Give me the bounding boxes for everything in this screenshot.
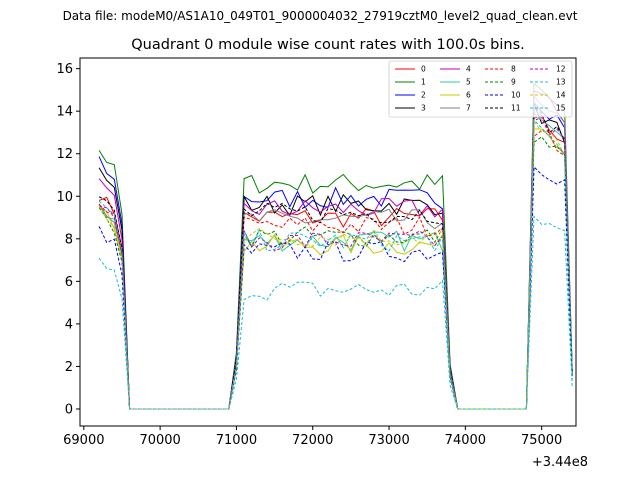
y-tick-label: 10 <box>56 190 73 205</box>
series-line-5 <box>98 111 573 410</box>
x-tick-label: 72000 <box>292 433 333 448</box>
series-line-6 <box>98 128 573 410</box>
x-offset-label: +3.44e8 <box>532 455 588 470</box>
legend-label-15: 15 <box>556 104 566 113</box>
axis-ticks: 69000 70000 71000 72000 73000 74000 75000 0 2 4 6 8… <box>56 62 562 448</box>
legend-label-2: 2 <box>421 91 426 100</box>
series-line-4 <box>98 90 573 410</box>
series-line-10 <box>98 165 573 410</box>
series-line-0 <box>98 114 573 410</box>
plot-area <box>98 82 573 410</box>
legend-label-3: 3 <box>421 104 426 113</box>
y-tick-label: 2 <box>65 360 73 375</box>
x-tick-label: 73000 <box>368 433 409 448</box>
series-line-15 <box>98 118 573 410</box>
x-tick-label: 71000 <box>216 433 257 448</box>
legend-label-11: 11 <box>511 104 521 113</box>
legend-label-13: 13 <box>556 78 566 87</box>
legend-label-5: 5 <box>466 78 471 87</box>
legend-label-12: 12 <box>556 65 566 74</box>
y-tick-label: 4 <box>65 317 73 332</box>
y-tick-label: 16 <box>56 62 73 77</box>
series-line-7 <box>98 94 573 410</box>
legend-label-8: 8 <box>511 65 516 74</box>
axes-frame <box>79 57 577 427</box>
suptitle: Data file: modeM0/AS1A10_049T01_90000040… <box>63 9 578 23</box>
y-tick-label: 8 <box>65 232 73 247</box>
legend-label-0: 0 <box>421 65 426 74</box>
y-tick-label: 14 <box>56 105 73 120</box>
y-tick-label: 6 <box>65 275 73 290</box>
series-line-3 <box>98 103 573 410</box>
legend-label-9: 9 <box>511 78 516 87</box>
legend-label-1: 1 <box>421 78 426 87</box>
x-tick-label: 75000 <box>521 433 562 448</box>
x-tick-label: 69000 <box>63 433 104 448</box>
series-line-9 <box>98 136 573 410</box>
series-line-11 <box>98 106 573 410</box>
x-tick-label: 70000 <box>139 433 180 448</box>
legend-label-6: 6 <box>466 91 471 100</box>
legend-label-10: 10 <box>511 91 521 100</box>
series-line-14 <box>98 119 573 410</box>
series-line-8 <box>98 129 573 410</box>
legend-label-4: 4 <box>466 65 471 74</box>
y-tick-label: 12 <box>56 147 73 162</box>
legend-box <box>388 60 573 118</box>
x-tick-label: 74000 <box>445 433 486 448</box>
series-line-2 <box>98 101 573 410</box>
legend-label-14: 14 <box>556 91 566 100</box>
series-line-12 <box>98 116 573 410</box>
legend-label-7: 7 <box>466 104 471 113</box>
y-tick-label: 0 <box>65 402 73 417</box>
chart-title: Quadrant 0 module wise count rates with … <box>131 37 525 53</box>
series-line-1 <box>98 82 573 410</box>
